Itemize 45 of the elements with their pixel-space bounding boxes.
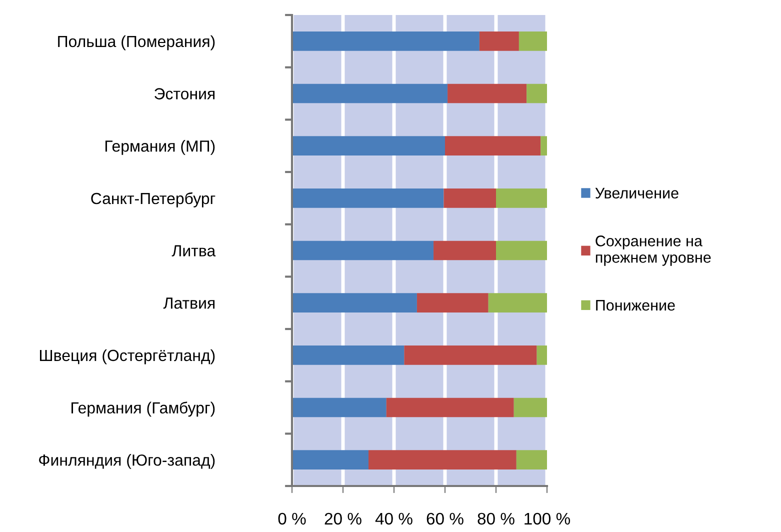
- legend-label: Сохранение на прежнем уровне: [596, 236, 711, 266]
- bar: [516, 450, 547, 470]
- bar: [292, 293, 417, 313]
- y-tick-label: Германия (МП): [105, 140, 215, 155]
- bar: [540, 136, 547, 156]
- bar: [292, 136, 445, 156]
- bar: [292, 240, 434, 260]
- x-tick-label: 80 %: [478, 512, 514, 525]
- bar: [292, 450, 368, 470]
- y-tick-label: Германия (Гамбург): [72, 402, 215, 417]
- bar: [479, 31, 519, 51]
- bar: [445, 136, 541, 156]
- x-tick-label: 100 %: [524, 512, 570, 525]
- bar: [404, 345, 537, 365]
- bar: [444, 188, 496, 208]
- bar: [448, 84, 527, 104]
- y-tick-label: Санкт-Петербург: [91, 192, 216, 208]
- bar: [292, 188, 444, 208]
- bar: [292, 84, 448, 104]
- y-tick-label: Литва: [172, 245, 216, 256]
- bar: [292, 31, 480, 51]
- y-tick-label: Финляндия (Юго-запад): [39, 454, 215, 469]
- x-tick-label: 60 %: [426, 512, 464, 525]
- bar: [488, 293, 547, 313]
- legend-label: Увеличение: [595, 188, 678, 199]
- bar: [292, 345, 404, 365]
- bar: [416, 293, 488, 313]
- y-tick-label: Швеция (Остергётланд): [40, 349, 215, 364]
- legend-label: Понижение: [596, 300, 675, 311]
- y-tick-label: Эстония: [154, 88, 215, 100]
- x-tick-label: 20 %: [324, 512, 362, 525]
- y-tick-label: Польша (Померания): [58, 35, 215, 50]
- bar: [292, 398, 386, 418]
- x-tick-label: 40 %: [375, 512, 412, 525]
- bar: [434, 240, 496, 260]
- y-tick-label: Латвия: [163, 298, 215, 309]
- x-tick-label: 0 %: [278, 512, 306, 525]
- bar: [536, 345, 547, 365]
- bar: [386, 398, 514, 418]
- bar: [514, 398, 547, 418]
- bar: [368, 450, 516, 470]
- bar: [526, 84, 547, 104]
- bar: [496, 188, 547, 208]
- bar: [496, 240, 547, 260]
- bar: [518, 31, 547, 51]
